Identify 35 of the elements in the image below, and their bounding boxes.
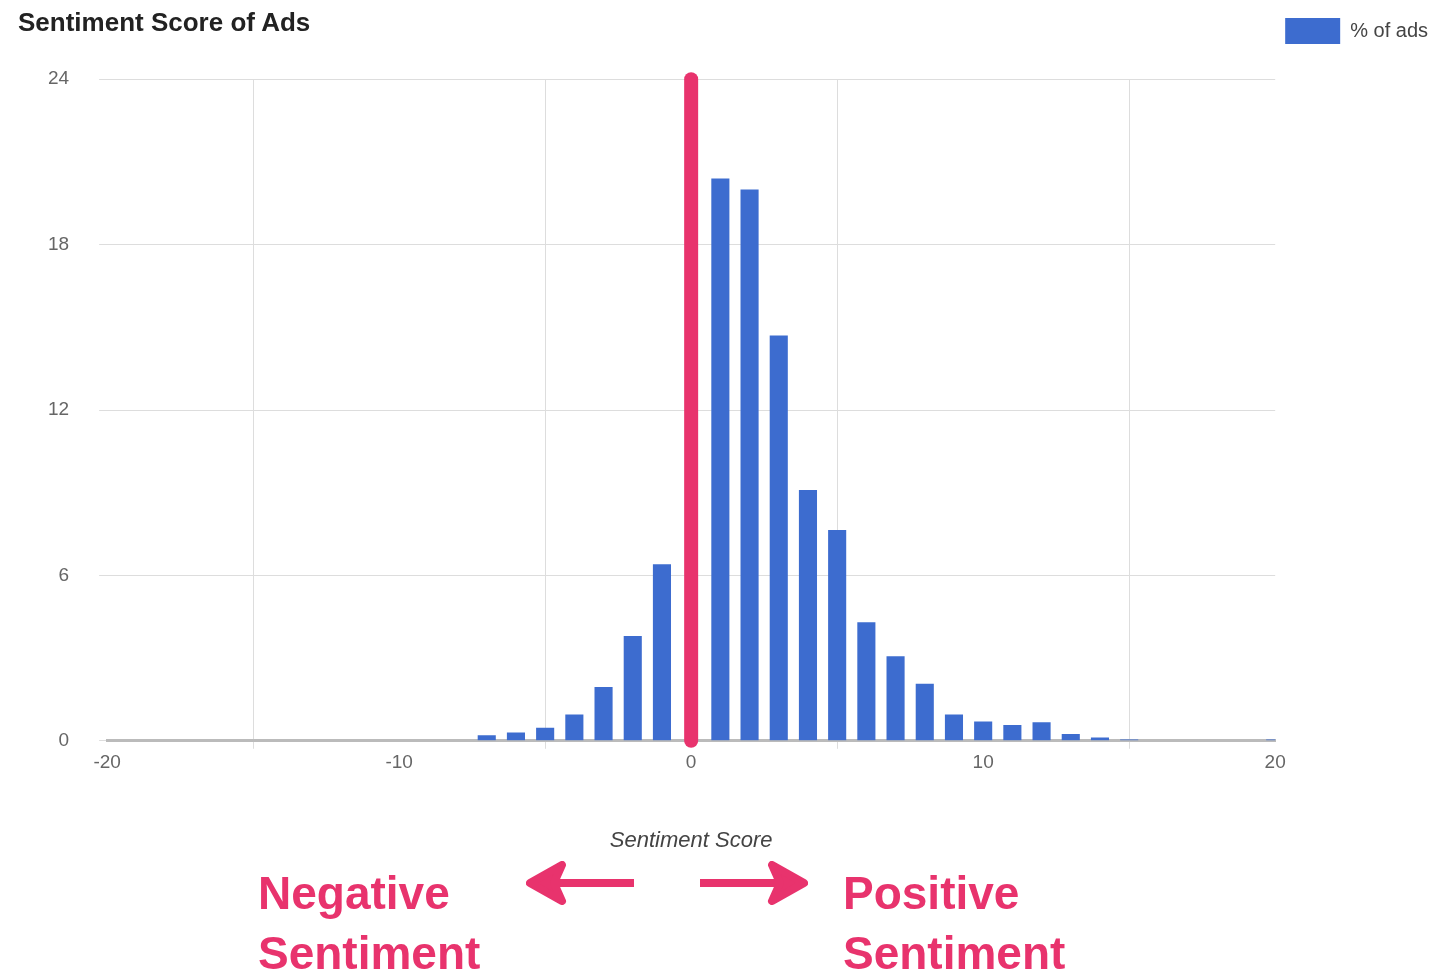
bar — [857, 622, 876, 741]
bar — [798, 489, 818, 741]
y-tick-label: 6 — [58, 563, 70, 585]
x-tick-label: 10 — [972, 751, 994, 773]
text: Positive Sentiment — [843, 866, 1067, 980]
bar — [1032, 722, 1051, 741]
y-tick-label: 12 — [47, 398, 70, 420]
bar — [652, 564, 672, 741]
bar — [477, 735, 496, 741]
bar — [623, 636, 642, 741]
bar — [886, 656, 905, 741]
bar — [565, 714, 584, 741]
bar — [536, 727, 555, 741]
x-tick-label: -20 — [93, 751, 121, 773]
x-tick-label: -10 — [385, 751, 413, 773]
bar — [1090, 737, 1110, 741]
x-axis-title: Sentiment Score — [609, 826, 773, 852]
bar — [740, 189, 759, 741]
y-tick-label: 18 — [47, 232, 70, 254]
bar — [1003, 725, 1022, 741]
legend-label: % of ads — [1350, 18, 1429, 41]
x-tick-label: 0 — [685, 751, 697, 773]
bar — [944, 714, 964, 741]
bar — [594, 687, 613, 741]
x-tick-label: 20 — [1264, 751, 1286, 773]
bar — [974, 721, 993, 741]
bar — [769, 335, 788, 741]
chart-title: Sentiment Score of Ads — [18, 6, 311, 37]
y-tick-label: 0 — [58, 729, 70, 751]
bar — [915, 683, 934, 741]
text: Negative Sentiment — [258, 866, 482, 980]
y-tick-label: 24 — [47, 67, 70, 89]
bar — [711, 178, 730, 741]
bar — [828, 529, 847, 741]
bar — [1061, 733, 1080, 741]
